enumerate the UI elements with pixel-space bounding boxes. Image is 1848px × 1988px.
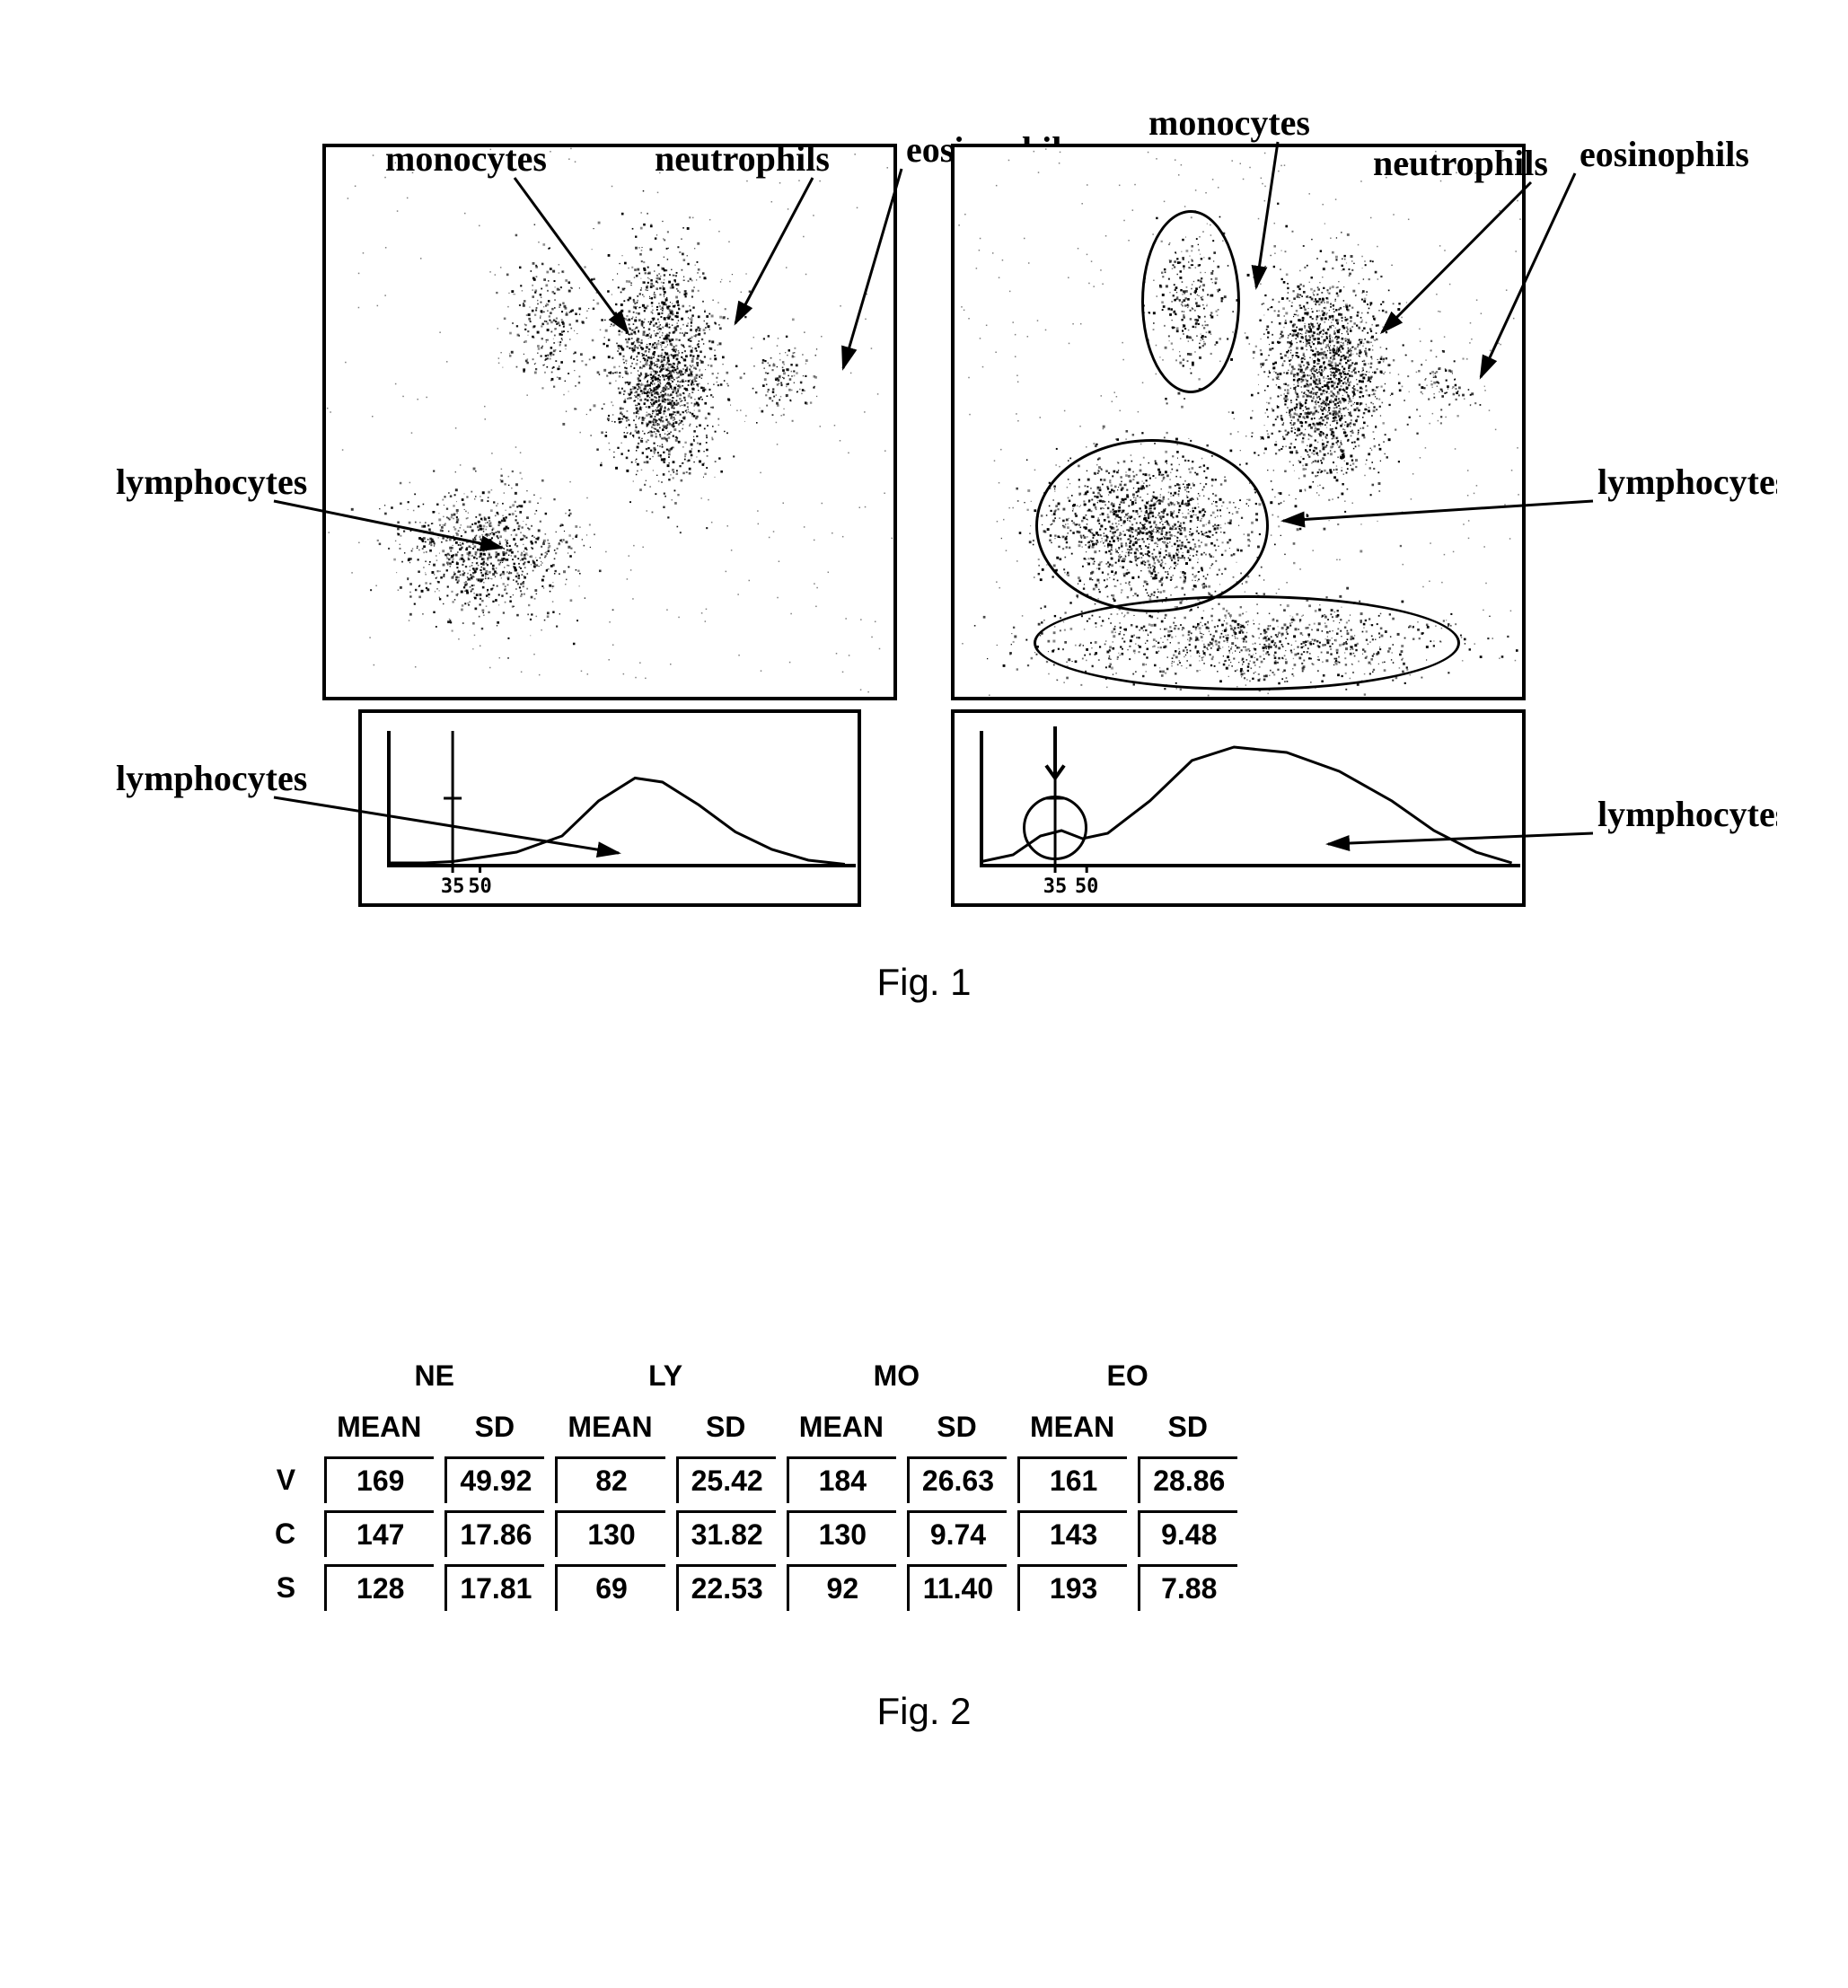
vcs-data-table: NELYMOEOMEANSDMEANSDMEANSDMEANSDV16949.9…	[251, 1347, 1248, 1618]
svg-text:50: 50	[468, 875, 492, 898]
rowlabel-C: C	[262, 1510, 313, 1557]
subcol-EO-SD: SD	[1138, 1405, 1237, 1449]
subcol-LY-SD: SD	[676, 1405, 776, 1449]
histogram-highlight-circle	[1023, 796, 1087, 860]
cell-V-EO-SD: 28.86	[1138, 1456, 1237, 1503]
cell-V-NE-SD: 49.92	[444, 1456, 544, 1503]
annotation-monocytes: monocytes	[1148, 102, 1310, 143]
debris-gate	[1034, 595, 1460, 691]
cell-V-LY-MEAN: 82	[555, 1456, 664, 1503]
cell-C-NE-SD: 17.86	[444, 1510, 544, 1557]
subcol-NE-SD: SD	[444, 1405, 544, 1449]
subcol-NE-MEAN: MEAN	[324, 1405, 434, 1449]
figure-2: NELYMOEOMEANSDMEANSDMEANSDMEANSDV16949.9…	[251, 1347, 1597, 1733]
cell-C-NE-MEAN: 147	[324, 1510, 434, 1557]
figure-1-right-panel: 3550 monocytesneutrophilseosinophilslymp…	[951, 144, 1526, 907]
cell-S-LY-MEAN: 69	[555, 1564, 664, 1611]
cell-V-LY-SD: 25.42	[676, 1456, 776, 1503]
colgroup-NE: NE	[324, 1354, 544, 1398]
annotation-eosinophils: eosinophils	[1580, 134, 1749, 174]
figure-1-caption: Fig. 1	[72, 961, 1776, 1004]
cell-S-LY-SD: 22.53	[676, 1564, 776, 1611]
right-histogram: 3550	[951, 709, 1526, 907]
cell-C-LY-MEAN: 130	[555, 1510, 664, 1557]
cell-V-MO-MEAN: 184	[787, 1456, 896, 1503]
figure-1: 3550 monocytesneutrophilseosinophilslymp…	[72, 54, 1776, 1004]
svg-text:35: 35	[441, 875, 465, 898]
annotation-lymphocytes_scatter: lymphocytes	[116, 462, 307, 502]
figure-1-left-panel: 3550 monocytesneutrophilseosinophilslymp…	[322, 144, 897, 907]
monocytes-gate	[1141, 210, 1240, 392]
cell-C-LY-SD: 31.82	[676, 1510, 776, 1557]
annotation-lymphocytes_histo: lymphocytes	[116, 758, 307, 798]
right-scatter-plot	[951, 144, 1526, 700]
cell-C-EO-SD: 9.48	[1138, 1510, 1237, 1557]
cell-S-NE-SD: 17.81	[444, 1564, 544, 1611]
colgroup-LY: LY	[555, 1354, 775, 1398]
cell-C-MO-SD: 9.74	[907, 1510, 1007, 1557]
annotation-lymphocytes_histo: lymphocytes	[1597, 794, 1777, 834]
left-histogram: 3550	[358, 709, 861, 907]
cell-C-MO-MEAN: 130	[787, 1510, 896, 1557]
cell-V-EO-MEAN: 161	[1017, 1456, 1127, 1503]
subcol-MO-MEAN: MEAN	[787, 1405, 896, 1449]
figure-1-panels: 3550 monocytesneutrophilseosinophilslymp…	[72, 54, 1776, 907]
rowlabel-V: V	[262, 1456, 313, 1503]
cell-S-EO-MEAN: 193	[1017, 1564, 1127, 1611]
subcol-MO-SD: SD	[907, 1405, 1007, 1449]
colgroup-EO: EO	[1017, 1354, 1237, 1398]
lymphocytes-gate	[1035, 439, 1269, 613]
subcol-EO-MEAN: MEAN	[1017, 1405, 1127, 1449]
figure-2-caption: Fig. 2	[251, 1690, 1597, 1733]
cell-V-MO-SD: 26.63	[907, 1456, 1007, 1503]
annotation-lymphocytes_scatter: lymphocytes	[1597, 462, 1777, 502]
cell-S-MO-MEAN: 92	[787, 1564, 896, 1611]
left-scatter-plot	[322, 144, 897, 700]
cell-S-NE-MEAN: 128	[324, 1564, 434, 1611]
subcol-LY-MEAN: MEAN	[555, 1405, 664, 1449]
cell-S-MO-SD: 11.40	[907, 1564, 1007, 1611]
cell-V-NE-MEAN: 169	[324, 1456, 434, 1503]
cell-C-EO-MEAN: 143	[1017, 1510, 1127, 1557]
colgroup-MO: MO	[787, 1354, 1007, 1398]
rowlabel-S: S	[262, 1564, 313, 1611]
cell-S-EO-SD: 7.88	[1138, 1564, 1237, 1611]
